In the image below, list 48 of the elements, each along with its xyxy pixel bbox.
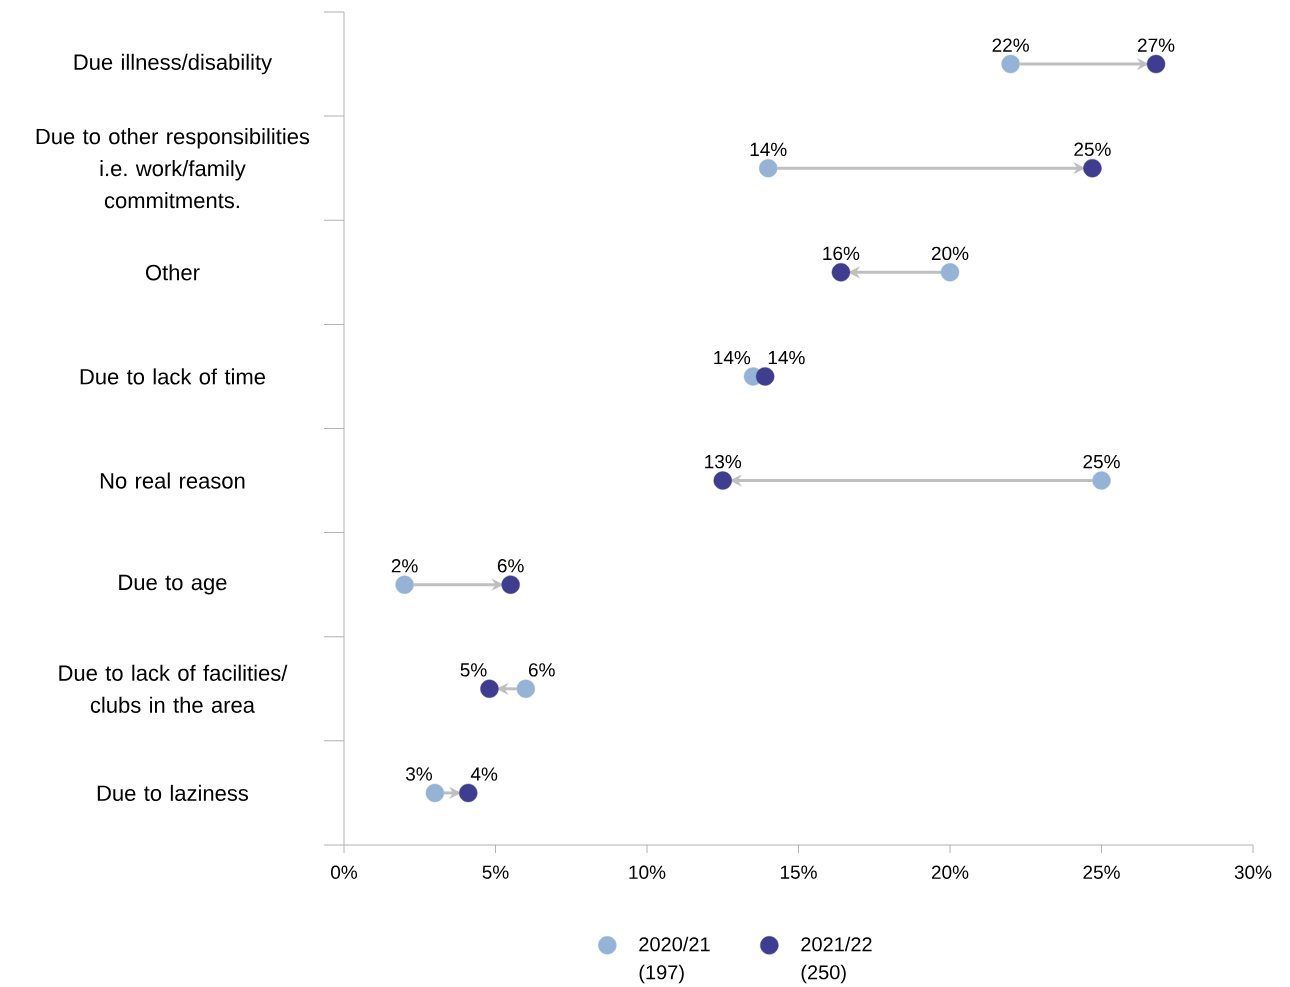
data-label: 20%: [931, 246, 969, 261]
point: [755, 367, 775, 386]
point: [940, 263, 960, 282]
y-tick-label: Due to laziness: [97, 784, 249, 802]
y-tick-label: Due to lack of facilities/ clubs in the area: [59, 664, 288, 713]
data-label: 25%: [1074, 142, 1111, 156]
y-tick-label: Due illness/disability: [74, 53, 273, 75]
x-tick-label: 15%: [780, 865, 817, 879]
y-tick-label: No real reason: [100, 472, 245, 489]
point: [501, 575, 520, 594]
y-tick-label: Due to age: [119, 574, 227, 595]
point: [459, 783, 478, 803]
point: [1001, 54, 1020, 74]
x-tick-label: 20%: [931, 865, 969, 879]
data-label: 2%: [391, 559, 418, 573]
data-label: 22%: [992, 38, 1029, 52]
y-tick-label: Due to lack of time: [80, 368, 266, 385]
data-label: 14%: [750, 142, 787, 156]
data-label: 25%: [1083, 454, 1120, 469]
data-label: 6%: [528, 663, 555, 677]
data-label: 14%: [714, 350, 751, 365]
y-tick-label: Due to other responsibilities i.e. work/family commitments.: [36, 128, 310, 209]
point: [759, 158, 778, 178]
x-tick-label: 0%: [331, 865, 358, 879]
y-tick-label: Other: [145, 264, 200, 281]
x-tick-label: 30%: [1234, 865, 1272, 879]
data-label: 6%: [497, 559, 524, 573]
data-label: 4%: [470, 767, 498, 781]
data-label: 3%: [405, 767, 433, 781]
x-tick-label: 10%: [629, 865, 666, 879]
point: [516, 679, 535, 699]
data-label: 27%: [1137, 38, 1175, 52]
point: [1146, 54, 1166, 74]
legend-label: 2021/22 (250): [801, 936, 872, 984]
point: [1092, 471, 1111, 490]
point: [713, 471, 732, 490]
data-label: 13%: [705, 454, 742, 469]
legend-label: 2020/21 (197): [639, 936, 710, 984]
data-label: 14%: [768, 350, 805, 365]
point: [831, 263, 851, 282]
data-label: 16%: [823, 246, 860, 261]
x-tick-label: 5%: [482, 865, 509, 879]
point: [480, 679, 499, 699]
point: [1083, 158, 1102, 178]
point: [425, 783, 445, 803]
data-label: 5%: [460, 663, 487, 677]
point: [395, 575, 414, 594]
x-tick-label: 25%: [1083, 865, 1120, 879]
